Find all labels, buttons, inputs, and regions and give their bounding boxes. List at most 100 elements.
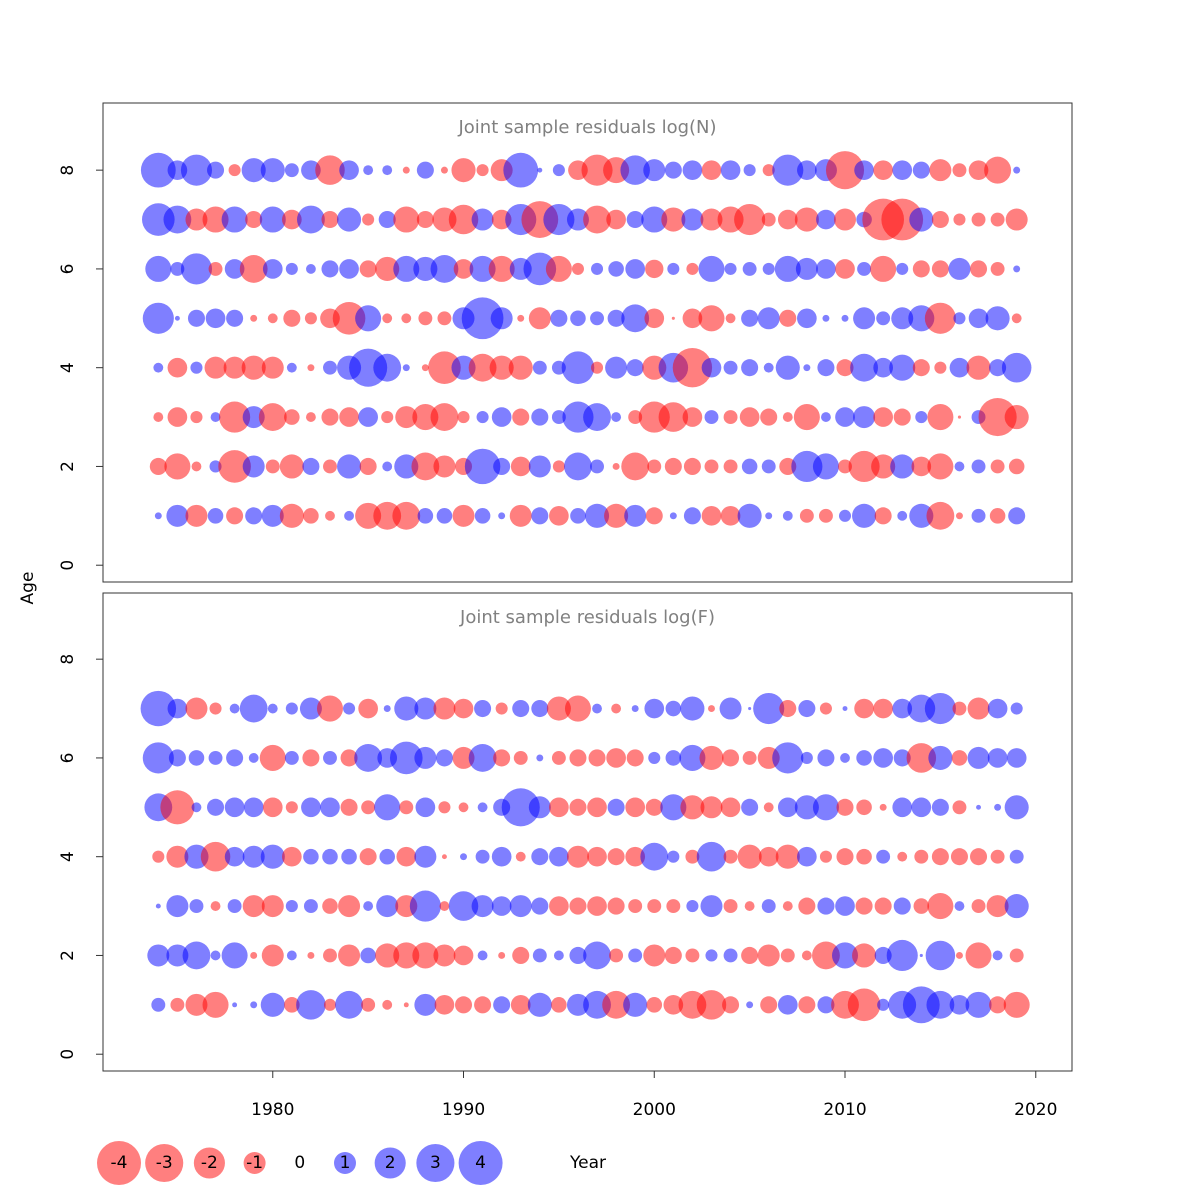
bubble [892, 160, 913, 180]
bubble [664, 161, 682, 179]
bubble [873, 698, 893, 719]
bubble [259, 744, 286, 771]
bubble [392, 501, 421, 530]
bubble [647, 459, 662, 474]
legend-bubble [243, 1152, 266, 1174]
bubble [892, 797, 913, 818]
bubble [780, 948, 795, 963]
bubble [701, 160, 722, 180]
bubble [952, 701, 967, 716]
bubble [723, 948, 738, 963]
bubble [954, 461, 965, 472]
x-tick-label: 1990 [442, 1100, 485, 1120]
bubble [737, 503, 762, 528]
bubble [571, 262, 584, 275]
bubble [208, 261, 223, 276]
bubble [912, 359, 930, 377]
bubble [763, 802, 774, 813]
bubble [591, 262, 604, 275]
bubble [722, 996, 740, 1014]
bubble [667, 850, 680, 863]
bubble [803, 364, 811, 372]
bubble [812, 453, 839, 480]
bubble [250, 314, 258, 322]
bubble [338, 944, 361, 967]
bubble [250, 951, 258, 959]
bubble [185, 993, 208, 1016]
bubble [570, 508, 586, 524]
bubble [239, 255, 268, 283]
bubble [359, 260, 377, 278]
bubble [373, 501, 402, 530]
y-tick-label: 4 [58, 362, 78, 373]
bubble [489, 355, 514, 380]
bubble [741, 309, 759, 327]
bubble [607, 798, 625, 816]
bubble [303, 899, 318, 914]
bubble [498, 951, 506, 959]
bubble [302, 457, 320, 475]
bubble [434, 994, 455, 1015]
bubble [645, 798, 663, 816]
bubble [838, 509, 852, 522]
bubble [242, 895, 265, 918]
bubble [643, 944, 666, 967]
bubble [842, 706, 848, 712]
bubble [1010, 702, 1023, 715]
bubble [817, 359, 835, 377]
bubble [208, 750, 223, 765]
bubble [931, 260, 949, 278]
bubble [417, 508, 434, 524]
bubble [817, 996, 835, 1014]
bubble [267, 703, 278, 714]
bubble [817, 749, 835, 767]
bubble [1004, 405, 1029, 430]
bubble [966, 355, 991, 380]
bubble [458, 802, 469, 813]
bubble [153, 412, 164, 422]
bubble [734, 203, 766, 236]
bubble [564, 695, 591, 722]
bubble [284, 163, 299, 178]
bubble [897, 510, 908, 521]
legend-bubble [458, 1141, 503, 1185]
bubble [433, 455, 456, 478]
bubble [611, 703, 622, 714]
bubble [242, 455, 265, 478]
bubble [581, 154, 613, 186]
bubble [284, 750, 299, 765]
bubble [620, 155, 650, 185]
bubble [664, 457, 682, 475]
bubble [794, 795, 819, 820]
bubble [685, 849, 700, 864]
bubble [760, 408, 778, 426]
bubble [775, 355, 800, 380]
bubble [164, 453, 191, 480]
bubble [396, 846, 417, 867]
bubble [566, 208, 589, 231]
bubble [415, 797, 436, 818]
bubble [245, 211, 263, 229]
bubble [512, 946, 530, 964]
bubble [414, 697, 437, 720]
bubble [551, 410, 566, 425]
x-axis-label: Year [569, 1153, 606, 1173]
bubble [1009, 849, 1024, 864]
bubble [641, 206, 668, 233]
bubble [628, 948, 643, 963]
bubble [323, 360, 337, 375]
bubble [971, 459, 986, 474]
bubble [155, 903, 161, 909]
bubble [154, 512, 162, 520]
bubble [170, 261, 185, 276]
bubble [853, 307, 876, 330]
bubble [207, 508, 224, 524]
bubble [474, 508, 491, 524]
bubble [913, 898, 930, 914]
bubble [989, 508, 1006, 524]
bubble [531, 848, 549, 866]
bubble [854, 160, 874, 180]
bubble [187, 309, 205, 327]
bubble [892, 698, 913, 719]
